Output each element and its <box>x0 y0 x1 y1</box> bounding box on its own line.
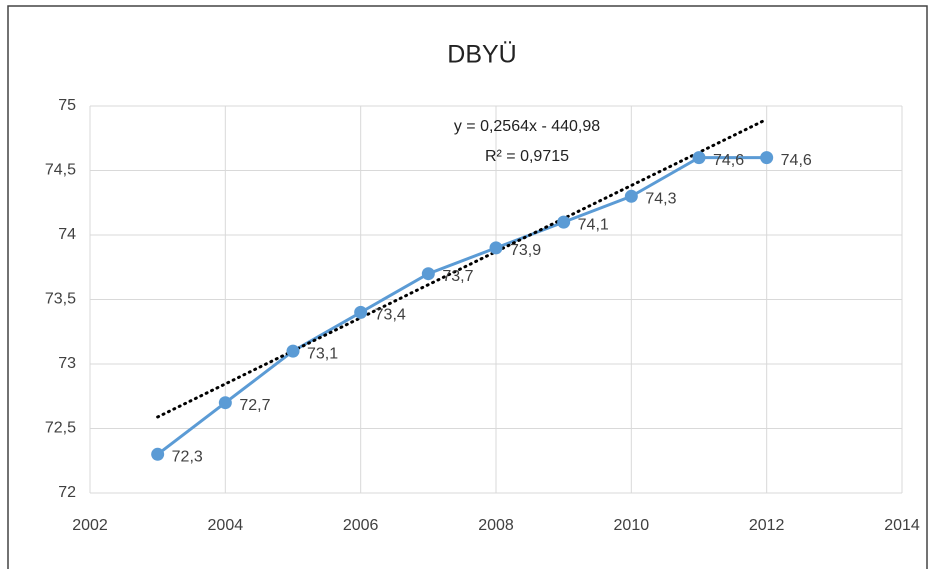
data-label: 74,6 <box>781 152 812 169</box>
data-label: 74,6 <box>713 152 744 169</box>
data-label: 73,1 <box>307 345 338 362</box>
data-point <box>760 151 774 165</box>
data-label: 72,7 <box>239 397 270 414</box>
trendline <box>156 117 769 419</box>
chart-title: DBYÜ <box>447 41 516 69</box>
data-point <box>692 151 706 165</box>
data-label: 73,4 <box>375 307 406 324</box>
data-point <box>218 396 232 410</box>
data-point <box>489 241 503 255</box>
series-line <box>156 156 767 456</box>
x-tick-label: 2006 <box>343 517 379 534</box>
x-tick-label: 2004 <box>208 517 244 534</box>
data-point <box>421 267 435 281</box>
chart-frame <box>7 5 928 569</box>
y-tick-label: 72 <box>58 484 76 501</box>
data-label: 74,1 <box>578 216 609 233</box>
y-tick-label: 72,5 <box>45 420 76 437</box>
x-tick-label: 2008 <box>478 517 514 534</box>
trendline-equation: y = 0,2564x - 440,98 <box>454 118 600 135</box>
data-label: 73,7 <box>442 268 473 285</box>
y-tick-label: 74 <box>58 226 76 243</box>
data-label: 72,3 <box>172 449 203 466</box>
x-tick-label: 2012 <box>749 517 785 534</box>
y-tick-label: 73 <box>58 355 76 372</box>
x-tick-label: 2010 <box>614 517 650 534</box>
x-tick-label: 2002 <box>72 517 108 534</box>
y-tick-label: 73,5 <box>45 291 76 308</box>
x-tick-label: 2014 <box>884 517 920 534</box>
data-point <box>624 189 638 203</box>
data-label: 74,3 <box>645 191 676 208</box>
data-point <box>557 215 571 229</box>
trendline-r2: R² = 0,9715 <box>485 148 569 165</box>
data-point <box>286 344 300 358</box>
data-point <box>354 305 368 319</box>
data-point <box>151 447 165 461</box>
y-tick-label: 74,5 <box>45 162 76 179</box>
y-tick-label: 75 <box>58 97 76 114</box>
data-label: 73,9 <box>510 242 541 259</box>
